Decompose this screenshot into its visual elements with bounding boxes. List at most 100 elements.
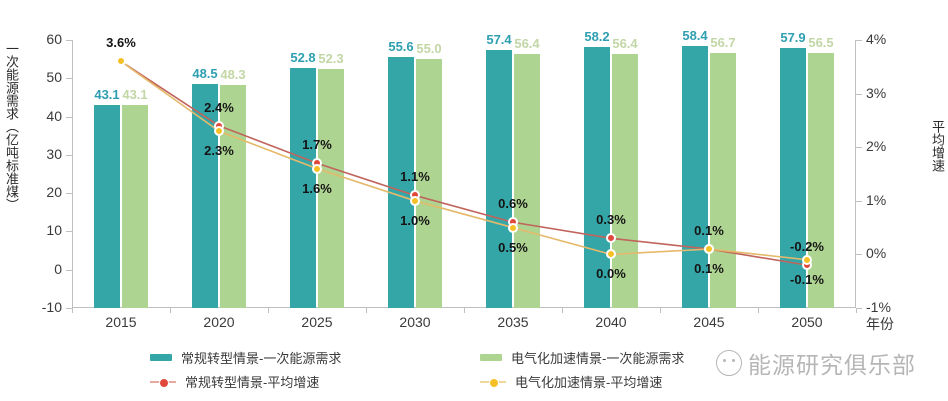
bar: [416, 59, 442, 308]
bar: [584, 46, 610, 308]
y-tick-right: 4%: [866, 31, 887, 47]
y-tick-right: 1%: [866, 191, 887, 208]
bar-value-label: 43.1: [94, 86, 120, 102]
y-tick-right: 0%: [866, 245, 887, 262]
y-tick-left: 20: [46, 184, 62, 201]
growth-label-electrification: -0.1%: [790, 271, 824, 287]
legend-line-dot-icon: [480, 376, 506, 388]
tick-mark-right: [856, 40, 862, 41]
x-tick-label: 2045: [693, 314, 725, 330]
watermark-text: 能源研究俱乐部: [748, 352, 916, 378]
legend-item[interactable]: 常规转型情景-平均增速: [150, 372, 319, 391]
bar: [94, 104, 120, 308]
tick-mark-right: [856, 200, 862, 202]
growth-label-conventional: 3.6%: [106, 35, 136, 51]
tick-mark-x: [170, 308, 171, 313]
bar: [514, 53, 540, 308]
y-axis-title-right: 平均增速: [930, 120, 945, 172]
growth-label-electrification: 1.6%: [302, 180, 332, 196]
bar-value-label: 56.4: [612, 35, 638, 51]
legend-item[interactable]: 常规转型情景-一次能源需求: [150, 348, 341, 367]
watermark: 能源研究俱乐部: [716, 346, 916, 380]
line-marker: [606, 249, 616, 260]
tick-mark-left: [66, 231, 72, 233]
tick-mark-right: [856, 308, 862, 309]
bar-value-label: 48.5: [192, 66, 218, 82]
bar-value-label: 56.5: [808, 35, 834, 51]
bar: [122, 104, 148, 308]
axis-line-bottom: [72, 307, 856, 308]
tick-mark-x: [758, 308, 759, 313]
growth-label-conventional: -0.2%: [790, 239, 824, 255]
bar-value-label: 58.2: [584, 28, 610, 44]
x-tick-label: 2050: [791, 314, 823, 330]
line-marker: [312, 163, 322, 174]
tick-mark-x: [464, 308, 465, 313]
bar-value-label: 55.6: [388, 38, 414, 54]
growth-label-conventional: 0.3%: [596, 212, 626, 228]
line-marker: [508, 222, 518, 233]
growth-lines-layer: [120, 60, 808, 266]
bar-value-label: 57.4: [486, 31, 512, 47]
y-tick-left: 30: [46, 145, 62, 162]
tick-mark-x: [268, 308, 269, 313]
line-marker: [704, 244, 714, 255]
legend-bar-swatch-icon: [480, 354, 502, 361]
growth-label-conventional: 2.4%: [204, 99, 234, 115]
tick-mark-right: [856, 93, 862, 95]
bar-value-label: 56.4: [514, 35, 540, 51]
tick-mark-x: [366, 308, 367, 313]
y-tick-left: 10: [46, 222, 62, 239]
tick-mark-left: [66, 308, 72, 309]
line-marker: [606, 233, 616, 244]
x-tick-label: 2020: [203, 314, 235, 330]
x-tick-label: 2015: [105, 314, 137, 330]
axis-line-right: [855, 40, 856, 308]
bar-value-label: 52.3: [318, 51, 344, 67]
growth-label-electrification: 2.3%: [204, 143, 234, 159]
tick-mark-left: [66, 269, 72, 271]
bar: [318, 69, 344, 308]
growth-label-electrification: 1.0%: [400, 212, 430, 228]
chart-legend: 常规转型情景-一次能源需求 电气化加速情景-一次能源需求常规转型情景-平均增速 电气…: [150, 348, 790, 398]
x-tick-label: 2025: [301, 314, 333, 330]
legend-bar-swatch-icon: [150, 354, 172, 361]
bar: [682, 46, 708, 308]
y-tick-left: 40: [46, 107, 62, 124]
legend-item[interactable]: 电气化加速情景-平均增速: [480, 372, 662, 391]
bar: [486, 49, 512, 308]
tick-mark-right: [856, 147, 862, 149]
bar: [612, 53, 638, 308]
bar: [710, 52, 736, 308]
growth-label-conventional: 0.6%: [498, 196, 528, 212]
x-tick-label: 2040: [595, 314, 627, 330]
line-marker: [410, 195, 420, 206]
growth-label-electrification: 0.0%: [596, 266, 626, 282]
bar-value-label: 55.0: [416, 41, 442, 57]
axis-line-left: [72, 40, 73, 308]
legend-label: 常规转型情景-一次能源需求: [181, 351, 342, 366]
bar: [808, 53, 834, 308]
bar: [388, 56, 414, 308]
bar: [290, 67, 316, 308]
tick-mark-x: [72, 308, 73, 313]
growth-label-electrification: 0.5%: [498, 239, 528, 255]
bar-value-label: 52.8: [290, 49, 316, 65]
bar-value-label: 58.4: [682, 28, 708, 44]
tick-mark-left: [66, 40, 72, 41]
legend-item[interactable]: 电气化加速情景-一次能源需求: [480, 348, 684, 367]
growth-label-conventional: 1.7%: [302, 137, 332, 153]
y-tick-right: 3%: [866, 84, 887, 101]
x-axis-title: 年份: [866, 316, 894, 332]
x-tick-label: 2035: [497, 314, 529, 330]
y-tick-right: -1%: [866, 299, 891, 315]
y-tick-right: 2%: [866, 138, 887, 155]
bar-value-label: 43.1: [122, 86, 148, 102]
x-tick-label: 2030: [399, 314, 431, 330]
legend-label: 常规转型情景-平均增速: [185, 375, 320, 390]
y-tick-left: -10: [41, 299, 62, 315]
tick-mark-right: [856, 254, 862, 256]
line-marker: [116, 56, 126, 67]
legend-label: 电气化加速情景-平均增速: [515, 375, 663, 390]
